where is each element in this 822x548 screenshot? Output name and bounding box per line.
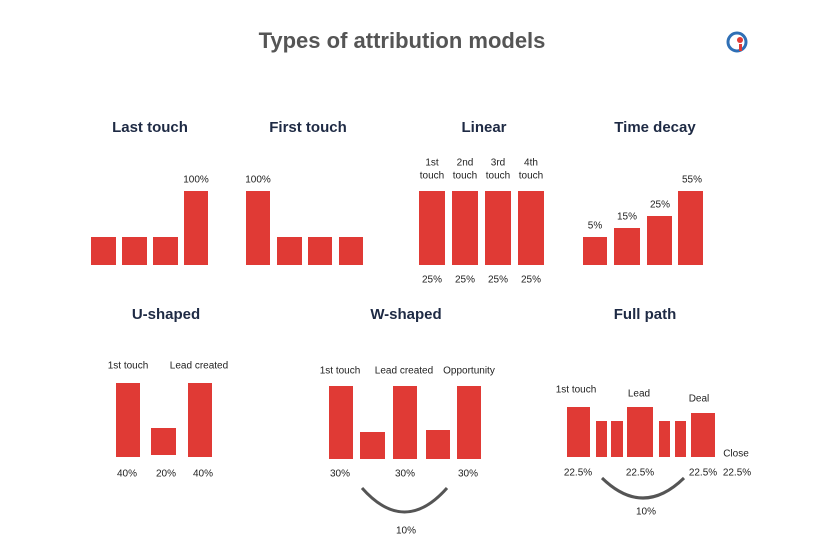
bar <box>188 383 212 457</box>
top-label: 55% <box>682 175 702 186</box>
top-label: 1st touch <box>108 361 149 372</box>
bar <box>596 421 607 457</box>
bar <box>393 386 417 459</box>
top-label: 100% <box>183 175 209 186</box>
bottom-label: 30% <box>458 469 478 480</box>
panel-title: First touch <box>269 119 347 136</box>
bar <box>457 386 481 459</box>
top-label: 1st touch <box>320 366 361 377</box>
top-label: 3rd <box>491 158 505 169</box>
bar <box>452 191 478 265</box>
bottom-label: 25% <box>521 275 541 286</box>
logo <box>726 31 748 53</box>
top-label: 5% <box>588 221 603 232</box>
panel-title: Last touch <box>112 119 188 136</box>
top-label: Lead <box>628 389 650 400</box>
top-label: 2nd <box>457 158 474 169</box>
top-label: Deal <box>689 394 710 405</box>
arc <box>600 476 686 500</box>
bar <box>329 386 353 459</box>
panel-title: W-shaped <box>370 306 441 323</box>
bar <box>339 237 363 265</box>
bottom-label: 25% <box>422 275 442 286</box>
bottom-label: 25% <box>488 275 508 286</box>
top-label: touch <box>420 171 444 182</box>
bar <box>184 191 208 265</box>
bottom-label: 20% <box>156 469 176 480</box>
top-label: 15% <box>617 212 637 223</box>
bar <box>122 237 147 265</box>
top-label: 25% <box>650 200 670 211</box>
bar <box>277 237 302 265</box>
bar <box>246 191 270 265</box>
panel-title: Time decay <box>614 119 696 136</box>
bar <box>583 237 607 265</box>
note-label: 10% <box>396 526 416 537</box>
top-label: Close <box>723 449 749 460</box>
bar <box>360 432 385 459</box>
panel-title: U-shaped <box>132 306 200 323</box>
page-title: Types of attribution models <box>259 28 546 53</box>
top-label: 100% <box>245 175 271 186</box>
bar <box>308 237 332 265</box>
bottom-label: 25% <box>455 275 475 286</box>
bottom-label: 40% <box>117 469 137 480</box>
note-label: 10% <box>636 507 656 518</box>
top-label: Lead created <box>170 361 228 372</box>
top-label: touch <box>453 171 477 182</box>
bar <box>611 421 623 457</box>
bottom-label: 30% <box>395 469 415 480</box>
bar <box>659 421 670 457</box>
top-label: touch <box>519 171 543 182</box>
bar <box>485 191 511 265</box>
bar <box>678 191 703 265</box>
top-label: 4th <box>524 158 538 169</box>
top-label: touch <box>486 171 510 182</box>
bar <box>614 228 640 265</box>
bottom-label: 40% <box>193 469 213 480</box>
top-label: Lead created <box>375 366 433 377</box>
bottom-label: 22.5% <box>689 468 717 479</box>
bar <box>153 237 178 265</box>
bottom-label: 22.5% <box>564 468 592 479</box>
bar <box>419 191 445 265</box>
bottom-label: 30% <box>330 469 350 480</box>
bar <box>627 407 653 457</box>
panel-title: Linear <box>461 119 506 136</box>
bar <box>151 428 176 455</box>
panel-title: Full path <box>614 306 677 323</box>
bottom-label: 22.5% <box>626 468 654 479</box>
bar <box>647 216 672 265</box>
top-label: Opportunity <box>443 366 495 377</box>
bar <box>691 413 715 457</box>
top-label: 1st touch <box>556 385 597 396</box>
bar <box>567 407 590 457</box>
top-label: 1st <box>425 158 439 169</box>
bar <box>116 383 140 457</box>
bottom-label: 22.5% <box>723 468 751 479</box>
arc <box>360 487 449 514</box>
bar <box>91 237 116 265</box>
bar <box>675 421 686 457</box>
bar <box>426 430 450 459</box>
bar <box>518 191 544 265</box>
